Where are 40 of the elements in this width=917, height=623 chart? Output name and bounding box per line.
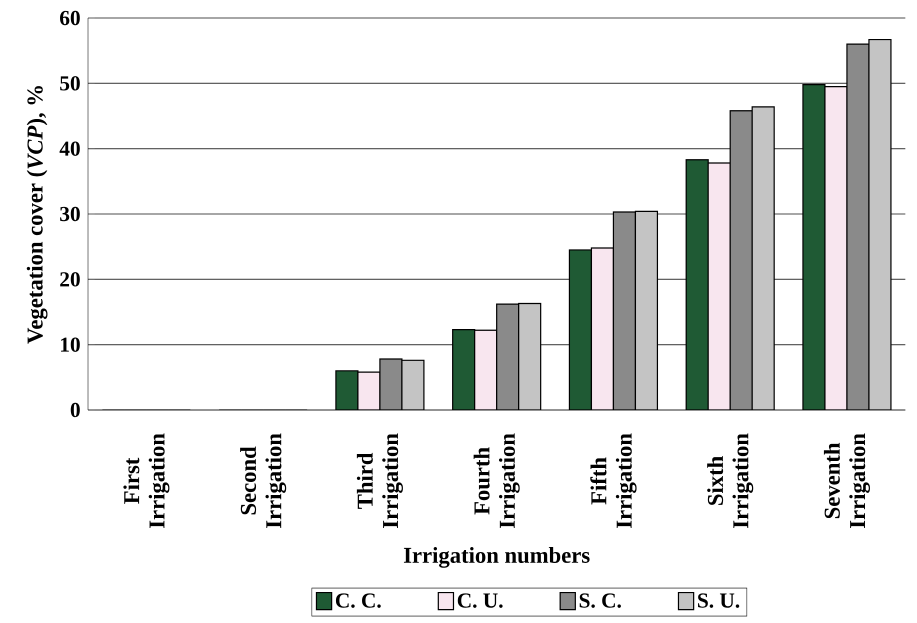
x-tick-label: Seventh Irrigation — [824, 433, 870, 528]
bar — [708, 162, 731, 410]
y-tick-label: 50 — [60, 76, 80, 91]
bar — [686, 159, 709, 410]
bar — [568, 249, 592, 410]
bar — [612, 211, 636, 410]
bar — [846, 44, 870, 410]
bar — [824, 86, 848, 410]
y-axis-title: Vegetation cover (VCP), % — [26, 86, 48, 344]
legend-label: C. U. — [458, 593, 503, 608]
x-tick-label: Fourth Irrigation — [474, 433, 520, 528]
bar — [634, 210, 658, 410]
bar — [590, 247, 614, 410]
y-tick-label: 60 — [60, 10, 80, 26]
bar — [474, 330, 498, 410]
bar — [802, 84, 826, 410]
bar — [379, 358, 403, 410]
bar — [752, 106, 775, 410]
bar — [401, 360, 425, 410]
x-tick-label: Sixth Irrigation — [707, 433, 754, 528]
bar — [335, 370, 359, 410]
x-tick-label: First Irrigation — [123, 433, 170, 528]
legend-label: S. U. — [698, 593, 740, 608]
bar — [452, 329, 476, 410]
x-tick-label: Third Irrigation — [356, 433, 403, 528]
bar — [868, 38, 892, 410]
bar — [496, 304, 520, 410]
y-tick-label: 40 — [60, 141, 80, 156]
legend-label: S. C. — [580, 593, 621, 608]
y-tick-label: 20 — [60, 272, 80, 287]
bar — [730, 110, 753, 410]
x-tick-label: Second Irrigation — [240, 433, 286, 528]
legend-label: C. C. — [336, 593, 381, 608]
y-tick-label: 10 — [61, 337, 80, 352]
y-tick-label: 30 — [60, 206, 80, 222]
bar — [357, 372, 381, 410]
bar — [518, 302, 542, 410]
x-tick-label: Fifth Irrigation — [590, 433, 637, 528]
x-axis-title: Irrigation numbers — [404, 547, 590, 568]
y-tick-label: 0 — [70, 402, 80, 418]
